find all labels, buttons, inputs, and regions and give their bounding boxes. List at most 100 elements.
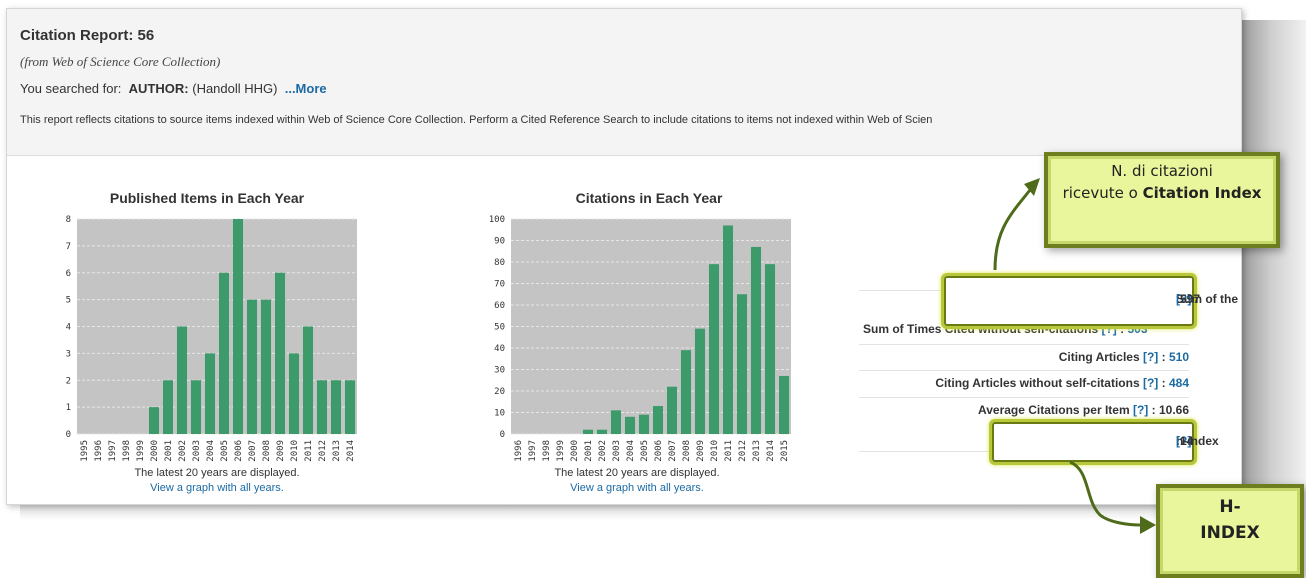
metrics-divider xyxy=(859,397,1189,398)
x-tick-label: 2015 xyxy=(780,440,790,462)
y-tick-label: 4 xyxy=(66,323,71,333)
x-tick-label: 2011 xyxy=(724,440,734,462)
metrics-divider xyxy=(859,344,1189,345)
x-tick-label: 2008 xyxy=(262,440,272,462)
bar xyxy=(736,294,748,434)
metric-value: 597 xyxy=(1180,292,1201,306)
view-all-years-link-published[interactable]: View a graph with all years. xyxy=(150,482,284,494)
callout-line: H- xyxy=(1219,497,1241,517)
metric-value: 10.66 xyxy=(1158,403,1189,417)
y-tick-label: 5 xyxy=(66,296,71,306)
callout-line: ricevute o Citation Index xyxy=(1062,184,1262,202)
bar xyxy=(316,380,328,434)
bar xyxy=(302,326,314,434)
y-tick-label: 30 xyxy=(494,366,505,376)
bar xyxy=(344,380,356,434)
bar xyxy=(190,380,202,434)
x-tick-label: 2006 xyxy=(234,440,244,462)
x-tick-label: 2014 xyxy=(766,440,776,462)
report-note: This report reflects citations to source… xyxy=(20,114,933,126)
arrow-to-citation-callout xyxy=(993,189,1032,271)
search-value: (Handoll HHG) xyxy=(192,81,278,96)
metrics-divider xyxy=(859,370,1189,371)
metric-label: Average Citations per Item xyxy=(978,403,1130,417)
view-all-years-link-citations[interactable]: View a graph with all years. xyxy=(570,482,704,494)
x-tick-label: 1998 xyxy=(122,440,132,462)
bar xyxy=(162,380,174,434)
bar xyxy=(638,414,650,434)
bar xyxy=(288,353,300,434)
arrow-to-hindex-callout xyxy=(1069,460,1141,527)
bar xyxy=(610,410,622,434)
bar xyxy=(274,272,286,434)
y-tick-label: 6 xyxy=(66,269,71,279)
bar xyxy=(204,353,216,434)
y-tick-label: 8 xyxy=(66,215,71,225)
x-tick-label: 1996 xyxy=(514,440,524,462)
help-link[interactable]: [?] xyxy=(1176,434,1192,448)
metric-value: 14 xyxy=(1180,434,1194,448)
metric-label: Sum of the Times Cited xyxy=(1176,292,1241,306)
metric-label: Citing Articles xyxy=(1058,350,1140,364)
x-tick-label: 2014 xyxy=(346,440,356,462)
metric-citing-without-self: Citing Articles without self-citations [… xyxy=(935,376,1189,390)
y-tick-label: 20 xyxy=(494,387,505,397)
bar xyxy=(764,264,776,434)
y-tick-label: 100 xyxy=(489,215,505,225)
search-summary: You searched for: AUTHOR: (Handoll HHG) … xyxy=(20,81,327,96)
highlight-h-index: h-index [?] : 14 xyxy=(989,419,1219,465)
x-tick-label: 2001 xyxy=(164,440,174,462)
x-tick-label: 2013 xyxy=(752,440,762,462)
bar xyxy=(330,380,342,434)
bar xyxy=(680,350,692,434)
metric-label: h-index xyxy=(1176,434,1219,448)
bar xyxy=(246,299,258,434)
x-tick-label: 2012 xyxy=(738,440,748,462)
x-tick-label: 1999 xyxy=(136,440,146,462)
metric-average-citations: Average Citations per Item [?] : 10.66 xyxy=(978,403,1189,417)
bar xyxy=(750,246,762,434)
x-tick-label: 2005 xyxy=(640,440,650,462)
x-tick-label: 2001 xyxy=(584,440,594,462)
bar xyxy=(218,272,230,434)
help-link[interactable]: [?] xyxy=(1176,292,1192,306)
bar xyxy=(694,328,706,434)
highlight-sum-times-cited: Sum of the Times Cited [?] : 597 xyxy=(941,273,1241,329)
bar xyxy=(148,407,160,434)
x-tick-label: 2007 xyxy=(668,440,678,462)
more-link[interactable]: ...More xyxy=(284,81,327,96)
x-tick-label: 1995 xyxy=(80,440,90,462)
metric-citing-articles: Citing Articles [?] : 510 xyxy=(1058,350,1189,364)
chart-caption-citations: The latest 20 years are displayed. xyxy=(554,467,720,479)
x-tick-label: 2013 xyxy=(332,440,342,462)
y-tick-label: 40 xyxy=(494,344,505,354)
y-tick-label: 70 xyxy=(494,280,505,290)
y-tick-label: 50 xyxy=(494,323,505,333)
help-link[interactable]: [?] xyxy=(1132,403,1149,417)
page-title: Citation Report: 56 xyxy=(20,27,155,44)
y-tick-label: 3 xyxy=(66,349,71,359)
x-tick-label: 2006 xyxy=(654,440,664,462)
bar xyxy=(624,416,636,434)
x-tick-label: 2010 xyxy=(290,440,300,462)
metric-sum-times-cited: Sum of the Times Cited [?] : 597 xyxy=(1176,292,1241,306)
x-tick-label: 2012 xyxy=(318,440,328,462)
y-tick-label: 60 xyxy=(494,301,505,311)
y-tick-label: 1 xyxy=(66,403,71,413)
bar xyxy=(176,326,188,434)
y-tick-label: 90 xyxy=(494,237,505,247)
metric-value[interactable]: 484 xyxy=(1168,376,1189,390)
y-tick-label: 7 xyxy=(66,242,71,252)
callout-line: INDEX xyxy=(1200,523,1260,543)
citation-report-panel: Citation Report: 56 (from Web of Science… xyxy=(6,8,1242,505)
x-tick-label: 2002 xyxy=(178,440,188,462)
x-tick-label: 1996 xyxy=(94,440,104,462)
help-link[interactable]: [?] xyxy=(1142,350,1159,364)
bar xyxy=(260,299,272,434)
x-tick-label: 2000 xyxy=(570,440,580,462)
help-link[interactable]: [?] xyxy=(1142,376,1159,390)
metric-value[interactable]: 510 xyxy=(1168,350,1189,364)
bar xyxy=(582,429,594,434)
callout-line: N. di citazioni xyxy=(1111,162,1213,180)
x-tick-label: 1997 xyxy=(108,440,118,462)
